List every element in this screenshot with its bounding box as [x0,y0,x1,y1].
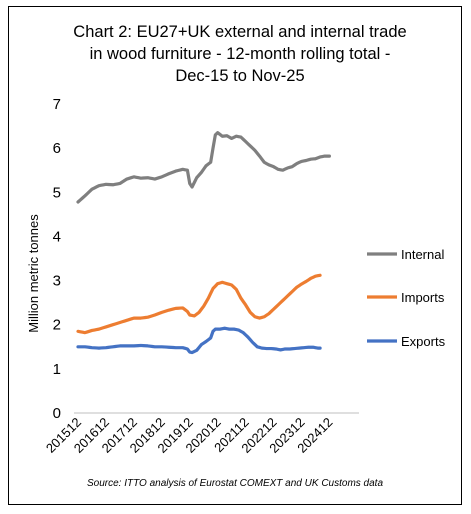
legend-label-exports: Exports [401,334,446,349]
y-tick-label: 6 [53,140,61,157]
legend-label-imports: Imports [401,290,445,305]
source-note: Source: ITTO analysis of Eurostat COMEXT… [86,478,384,489]
chart-title-line-2: in wood furniture - 12-month rolling tot… [89,45,391,63]
legend-label-internal: Internal [401,247,444,262]
y-tick-label: 3 [53,273,61,290]
series-line-internal [76,131,331,204]
chart-title: Chart 2: EU27+UK external and internal t… [20,21,460,87]
y-axis-label: Million metric tonnes [26,214,41,333]
y-axis-ticks: 0 1 2 3 4 5 6 7 [53,96,61,422]
chart-title-line-1: Chart 2: EU27+UK external and internal t… [73,23,407,41]
y-tick-label: 4 [53,228,61,245]
series-line-exports [76,326,322,355]
series-line-imports [76,273,322,335]
y-tick-label: 0 [53,405,61,422]
x-axis-ticks: 2015122016122017122018122019122020122021… [43,415,336,456]
y-tick-label: 5 [53,184,61,201]
y-tick-label: 2 [53,317,61,334]
chart-title-line-3: Dec-15 to Nov-25 [175,67,305,85]
series-lines [76,131,331,355]
y-tick-label: 1 [53,361,61,378]
legend: Internal Imports Exports [367,247,446,349]
y-tick-label: 7 [53,96,61,113]
